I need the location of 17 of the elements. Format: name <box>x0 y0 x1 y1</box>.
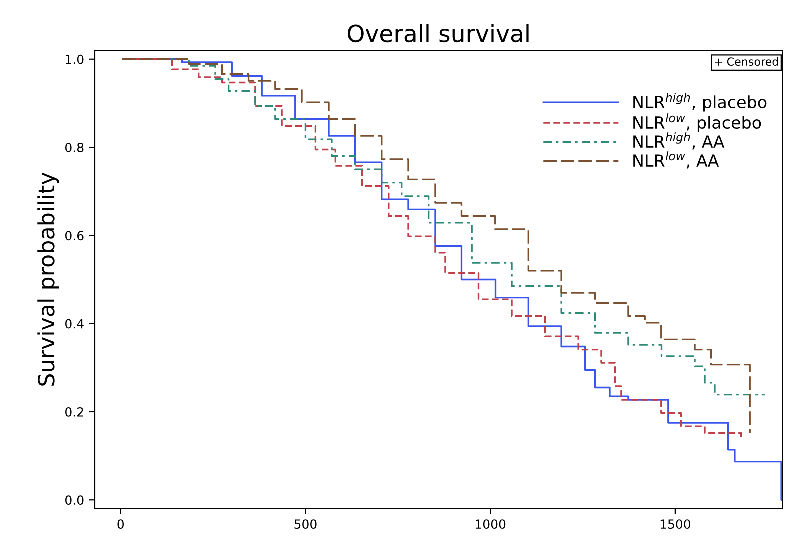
annotation: + Censored <box>715 57 778 66</box>
y-tick-label: 0.8 <box>66 143 84 152</box>
y-tick-label: 0.4 <box>66 319 84 329</box>
y-tick-label: 1.0 <box>66 54 84 64</box>
chart-title: Overall survival <box>348 24 529 43</box>
legend-label: NLR$^{high}$, AA <box>634 132 725 150</box>
x-tick-label: 1000 <box>476 520 506 530</box>
x-tick-label: 0 <box>118 520 124 530</box>
legend-label: NLR$^{low}$, placebo <box>634 114 762 132</box>
y-tick-label: 0.2 <box>66 407 84 417</box>
y-tick-label: 0.6 <box>66 231 84 241</box>
y-axis-title: Survival probability <box>38 172 60 386</box>
legend-label: NLR$^{low}$, AA <box>634 152 720 169</box>
x-tick-label: 1500 <box>660 520 691 530</box>
x-tick-label: 500 <box>294 520 317 530</box>
y-tick-label: 0.0 <box>66 496 84 506</box>
legend-label: NLR$^{high}$, placebo <box>634 93 767 112</box>
